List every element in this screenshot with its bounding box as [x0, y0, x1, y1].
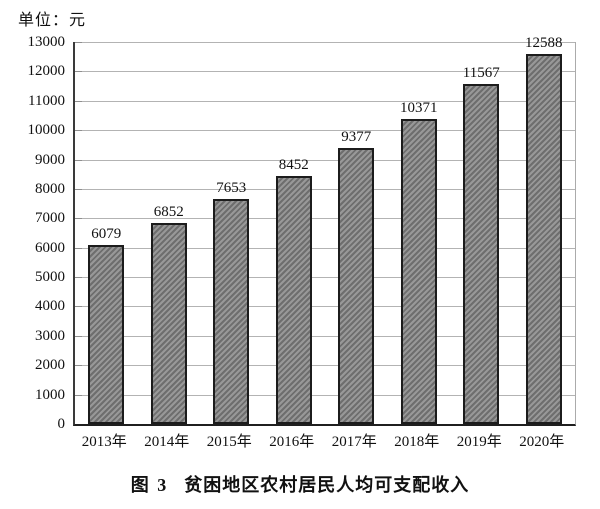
- x-axis-label: 2015年: [206, 434, 252, 450]
- y-axis-label: 11000: [28, 92, 65, 109]
- y-axis-label: 1000: [35, 386, 65, 403]
- gridline: [75, 277, 575, 279]
- bar-2020年: [525, 54, 562, 424]
- bar-value-label: 10371: [400, 100, 438, 117]
- y-axis-tick: [75, 100, 82, 102]
- gridline: [75, 159, 575, 161]
- y-axis-label: 7000: [35, 210, 65, 227]
- gridline: [75, 306, 575, 308]
- y-axis-label: 10000: [27, 122, 66, 139]
- y-axis-tick: [75, 42, 82, 43]
- y-axis-label: 5000: [35, 269, 65, 286]
- y-axis-label: 9000: [35, 151, 65, 168]
- bar-2019年: [463, 84, 500, 424]
- y-axis-tick: [75, 130, 82, 132]
- y-axis-tick: [75, 247, 82, 249]
- y-axis-label: 4000: [35, 298, 65, 315]
- gridline: [75, 365, 575, 367]
- gridline: [75, 42, 575, 43]
- x-axis-label: 2013年: [81, 434, 127, 450]
- gridline: [75, 218, 575, 220]
- x-axis-label: 2016年: [269, 434, 315, 450]
- y-axis-label: 12000: [27, 63, 66, 80]
- y-axis-tick: [75, 277, 82, 279]
- bar-2015年: [213, 199, 250, 424]
- gridline: [75, 100, 575, 102]
- y-axis-tick: [75, 306, 82, 308]
- bar-value-label: 6852: [153, 203, 184, 220]
- y-axis-label: 8000: [35, 180, 65, 197]
- bar-2018年: [400, 119, 437, 424]
- y-axis-tick: [75, 394, 82, 396]
- x-axis-label: 2019年: [456, 434, 502, 450]
- y-axis-label: 6000: [35, 239, 65, 256]
- bar-chart-plot-area: 6079 6852 7653 8452 9377 10371 11567 12588: [73, 35, 576, 426]
- figure-number: 图 3: [130, 475, 169, 495]
- y-axis-label: 0: [57, 416, 66, 432]
- y-axis-label: 3000: [35, 327, 65, 344]
- y-axis-label: 13000: [27, 34, 66, 50]
- bar-value-label: 8452: [278, 156, 309, 173]
- unit-label: 单位：元: [18, 12, 87, 29]
- gridline: [75, 130, 575, 132]
- x-axis-label: 2017年: [331, 434, 377, 450]
- bar-value-label: 9377: [341, 129, 372, 146]
- y-axis-tick: [75, 159, 82, 161]
- figure-caption: 图 3 贫困地区农村居民人均可支配收入: [0, 471, 600, 497]
- y-axis-tick: [75, 188, 82, 190]
- bar-value-label: 11567: [462, 65, 500, 82]
- gridline: [75, 394, 575, 396]
- y-axis-tick: [75, 218, 82, 220]
- bar-2013年: [88, 245, 125, 424]
- bar-2014年: [150, 222, 187, 424]
- y-axis-tick: [75, 71, 82, 73]
- gridline: [75, 188, 575, 190]
- x-axis-label: 2014年: [144, 434, 190, 450]
- gridline: [75, 247, 575, 249]
- x-axis-label: 2020年: [519, 434, 565, 450]
- y-axis-tick: [75, 365, 82, 367]
- bar-value-label: 7653: [216, 180, 247, 197]
- gridline: [75, 335, 575, 337]
- y-axis-tick: [75, 335, 82, 337]
- bar-2016年: [275, 175, 312, 424]
- bar-2017年: [338, 148, 375, 424]
- figure-title: 贫困地区农村居民人均可支配收入: [184, 475, 470, 495]
- bar-value-label: 6079: [91, 226, 122, 243]
- gridline: [75, 71, 575, 73]
- bar-value-label: 12588: [525, 35, 563, 52]
- x-axis-label: 2018年: [394, 434, 440, 450]
- y-axis-label: 2000: [35, 357, 65, 374]
